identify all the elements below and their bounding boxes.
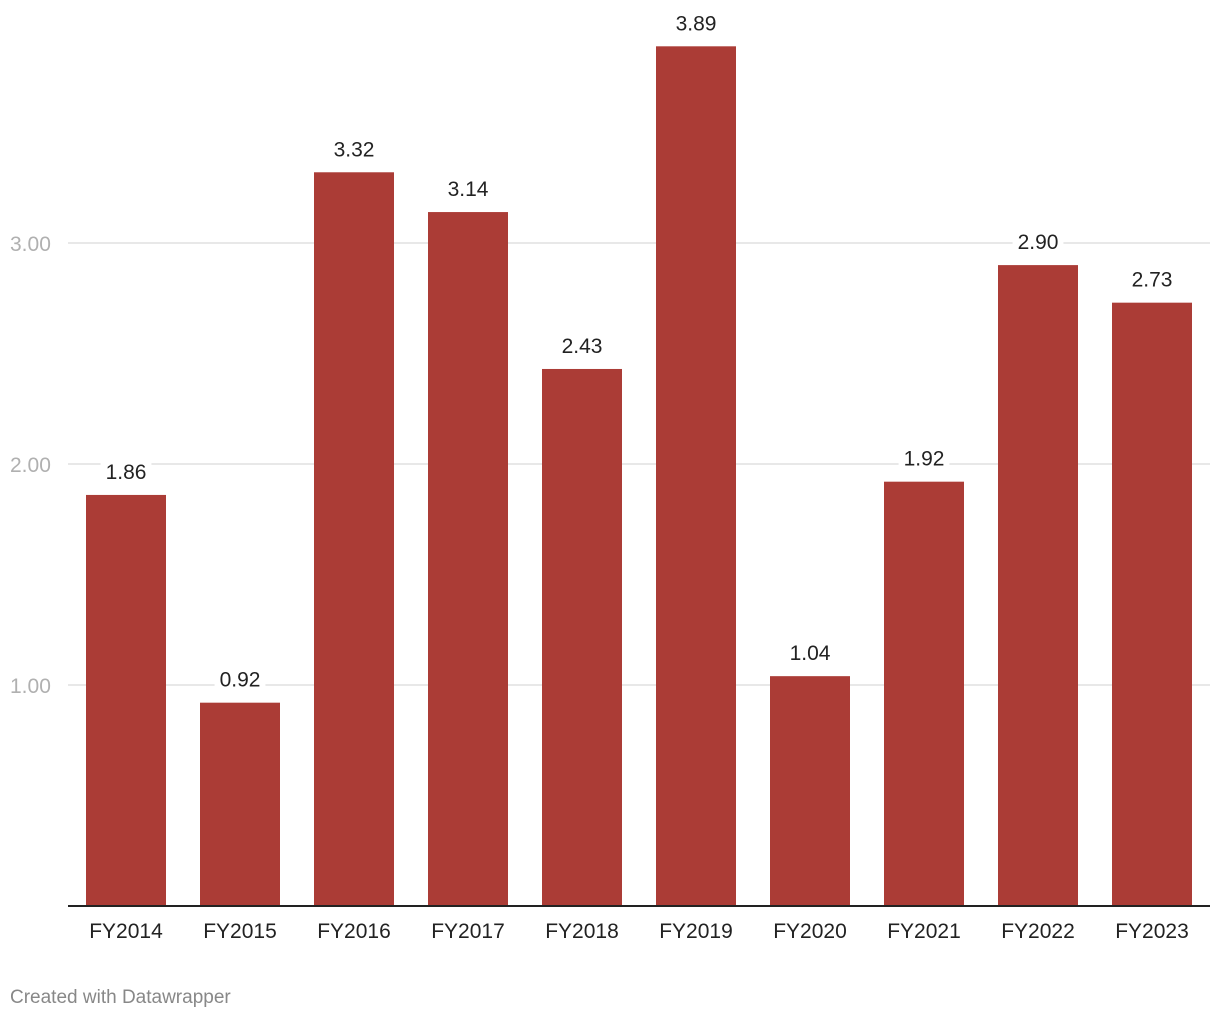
value-label-bg: [1012, 231, 1064, 255]
tick-label-bg: [6, 675, 55, 698]
x-tick-label: FY2016: [317, 920, 391, 943]
x-tick-label: FY2020: [773, 920, 847, 943]
tick-label-bg: [6, 454, 55, 477]
value-label: 1.04: [790, 642, 831, 665]
value-label: 3.89: [676, 12, 717, 35]
value-label-bg: [556, 334, 608, 358]
value-label: 3.14: [448, 178, 489, 201]
bar-fy2017: [428, 212, 508, 906]
x-tick-label: FY2023: [1115, 920, 1189, 943]
bar-fy2018: [542, 368, 622, 907]
value-label-bg: [898, 447, 950, 471]
value-label-bg: [328, 138, 380, 162]
x-tick-label: FY2014: [89, 920, 163, 943]
x-tick-label: FY2019: [659, 920, 733, 943]
bar-fy2016: [314, 172, 394, 906]
value-label: 1.86: [106, 461, 147, 484]
bar-fy2014: [86, 494, 166, 906]
value-label: 3.32: [334, 138, 375, 161]
bar-fy2022: [998, 265, 1078, 907]
value-label: 2.90: [1018, 231, 1059, 254]
bar-fy2020: [770, 676, 850, 906]
bar-fy2021: [884, 481, 964, 906]
y-tick-label: 3.00: [10, 233, 51, 256]
value-label-bg: [100, 460, 152, 484]
value-label: 1.92: [904, 448, 945, 471]
value-label: 2.73: [1132, 269, 1173, 292]
value-label-bg: [784, 642, 836, 666]
x-tick-label: FY2015: [203, 920, 277, 943]
y-tick-label: 1.00: [10, 675, 51, 698]
labels: 1.86 FY2014 0.92 FY2015 3.32 FY2016 3.14 FY2017…: [89, 12, 1189, 943]
credit-text: Created with Datawrapper: [10, 987, 231, 1008]
value-label: 2.43: [562, 335, 603, 358]
bar-fy2015: [200, 702, 280, 906]
x-tick-label: FY2022: [1001, 920, 1075, 943]
value-label: 0.92: [220, 669, 261, 692]
value-label-bg: [1126, 268, 1178, 292]
bar-fy2019: [656, 46, 736, 907]
x-tick-label: FY2021: [887, 920, 961, 943]
y-tick-label: 2.00: [10, 454, 51, 477]
bar-fy2023: [1112, 302, 1192, 906]
x-tick-label: FY2017: [431, 920, 505, 943]
x-tick-label: FY2018: [545, 920, 619, 943]
value-label-bg: [214, 668, 266, 692]
value-label-bg: [442, 178, 494, 202]
bars: [86, 46, 1192, 907]
value-label-bg: [670, 12, 722, 36]
tick-label-bg: [6, 233, 55, 256]
